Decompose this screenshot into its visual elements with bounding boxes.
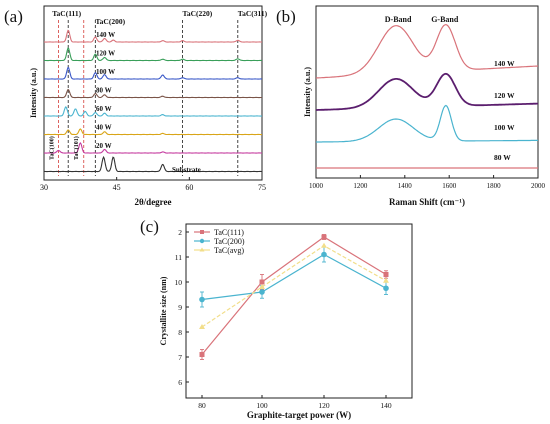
panel-a-x-label: 2θ/degree <box>134 197 171 207</box>
data-point-square <box>259 279 265 285</box>
x-tick-label: 1400 <box>398 182 413 190</box>
xrd-red-peak-label: TaC(100) <box>49 136 56 160</box>
raman-band-label: D-Band <box>385 15 412 24</box>
panel-c: (c) 6 7 8 9 10 11 2 80 100 120 140 TaC(111)TaC(20… <box>140 217 413 420</box>
panel-a-x-ticks: 30 45 60 75 <box>40 177 266 192</box>
panel-a: (a) 140 W 120 W 100 W 80 W 60 W 40 W 20 W TaC(1… <box>4 5 268 207</box>
y-tick-label: 10 <box>175 278 183 287</box>
xrd-peak-label: TaC(311) <box>238 9 268 18</box>
panel-b-labels: 140 W 120 W 100 W 80 W D-Band G-Band <box>385 15 515 162</box>
data-point-triangle <box>259 284 265 289</box>
xrd-trace <box>43 88 263 99</box>
xrd-trace <box>43 142 263 154</box>
series-line <box>201 245 387 328</box>
xrd-trace <box>44 105 263 117</box>
xrd-substrate-label: Substrate <box>172 166 201 174</box>
xrd-peak-label: TaC(220) <box>183 9 213 18</box>
raman-trace <box>315 23 539 79</box>
xrd-trace <box>44 47 263 62</box>
x-tick-label: 60 <box>185 183 193 192</box>
y-tick-label: 9 <box>178 303 182 312</box>
panel-a-traces <box>43 29 263 173</box>
series-line <box>201 236 387 355</box>
panel-c-y-label: Crystallite size (nm) <box>159 276 168 345</box>
x-tick-label: 45 <box>113 183 121 192</box>
xrd-peak-label: TaC(200) <box>95 17 125 26</box>
panel-c-x-ticks: 80 100 120 140 <box>198 395 392 410</box>
legend-marker <box>199 247 205 252</box>
x-tick-label: 2000 <box>531 182 546 190</box>
xrd-trace-label: 20 W <box>96 142 112 150</box>
x-tick-label: 120 <box>318 401 330 410</box>
legend-label: TaC(200) <box>214 237 245 246</box>
data-point-circle <box>321 251 327 258</box>
panel-c-frame <box>185 223 413 399</box>
x-tick-label: 80 <box>198 401 206 410</box>
raman-trace-label: 100 W <box>494 123 515 132</box>
panel-c-x-label: Graphite-target power (W) <box>247 410 351 420</box>
panel-b-traces <box>315 23 539 169</box>
x-tick-label: 1000 <box>309 182 324 190</box>
raman-band-label: G-Band <box>431 15 459 24</box>
panel-c-legend: TaC(111)TaC(200)TaC(avg) <box>194 228 245 255</box>
data-point-triangle <box>383 277 389 283</box>
y-tick-label: 11 <box>175 253 182 262</box>
x-tick-label: 1600 <box>442 182 457 190</box>
data-point-triangle <box>199 324 205 329</box>
data-point-square <box>321 234 327 240</box>
x-tick-label: 30 <box>40 183 48 192</box>
panel-a-labels: 140 W 120 W 100 W 80 W 60 W 40 W 20 W TaC(111) T… <box>49 9 268 174</box>
xrd-trace <box>44 155 262 173</box>
y-tick-label: 2 <box>178 228 182 237</box>
series-line <box>201 253 387 301</box>
data-point-circle <box>199 296 205 303</box>
xrd-trace-label: 80 W <box>96 87 112 95</box>
legend-marker <box>199 238 205 244</box>
x-tick-label: 1800 <box>487 182 502 190</box>
xrd-trace <box>43 29 263 43</box>
panel-b-frame <box>315 5 539 179</box>
xrd-trace-label: 100 W <box>96 68 115 76</box>
legend-label: TaC(avg) <box>214 246 244 255</box>
xrd-trace-label: 60 W <box>96 105 112 113</box>
x-tick-label: 100 <box>256 401 268 410</box>
raman-trace-label: 80 W <box>494 153 511 162</box>
xrd-red-peak-label: TaC(101) <box>73 136 80 160</box>
panel-b-x-ticks: 1000 1200 1400 1600 1800 2000 <box>309 175 546 190</box>
raman-trace-label: 120 W <box>494 91 515 100</box>
xrd-trace <box>43 66 262 80</box>
xrd-trace-label: 140 W <box>96 31 115 39</box>
xrd-trace-label: 40 W <box>96 124 112 132</box>
data-point-circle <box>259 289 265 295</box>
raman-trace <box>316 104 538 143</box>
data-point-square <box>199 352 205 357</box>
y-tick-label: 6 <box>178 378 182 387</box>
raman-trace <box>316 72 538 111</box>
panel-c-series <box>199 234 389 360</box>
legend-label: TaC(111) <box>214 228 244 237</box>
data-point-triangle <box>321 242 327 248</box>
panel-b-y-label: Intensity (a.u.) <box>303 67 312 117</box>
y-tick-label: 8 <box>178 328 182 337</box>
panel-b-tag: (b) <box>276 7 296 26</box>
x-tick-label: 75 <box>258 183 266 192</box>
panel-b: (b) 140 W 120 W 100 W 80 W D-Band G-Band 1000… <box>276 5 546 207</box>
data-point-square <box>383 272 389 277</box>
legend-marker <box>200 230 204 234</box>
xrd-peak-label: TaC(111) <box>52 9 81 18</box>
y-tick-label: 7 <box>178 353 182 362</box>
xrd-trace-label: 120 W <box>96 50 115 58</box>
data-point-circle <box>383 285 389 292</box>
panel-c-tag: (c) <box>140 217 159 236</box>
x-tick-label: 1200 <box>353 182 368 190</box>
x-tick-label: 140 <box>380 401 392 410</box>
raman-trace-label: 140 W <box>494 59 515 68</box>
panel-b-x-label: Raman Shift (cm⁻¹) <box>389 197 465 207</box>
panel-c-y-ticks: 6 7 8 9 10 11 2 <box>175 228 189 387</box>
panel-a-y-label: Intensity (a.u.) <box>29 68 38 118</box>
xrd-trace <box>43 128 262 136</box>
panel-a-frame <box>43 5 263 181</box>
panel-a-tag: (a) <box>4 7 23 26</box>
